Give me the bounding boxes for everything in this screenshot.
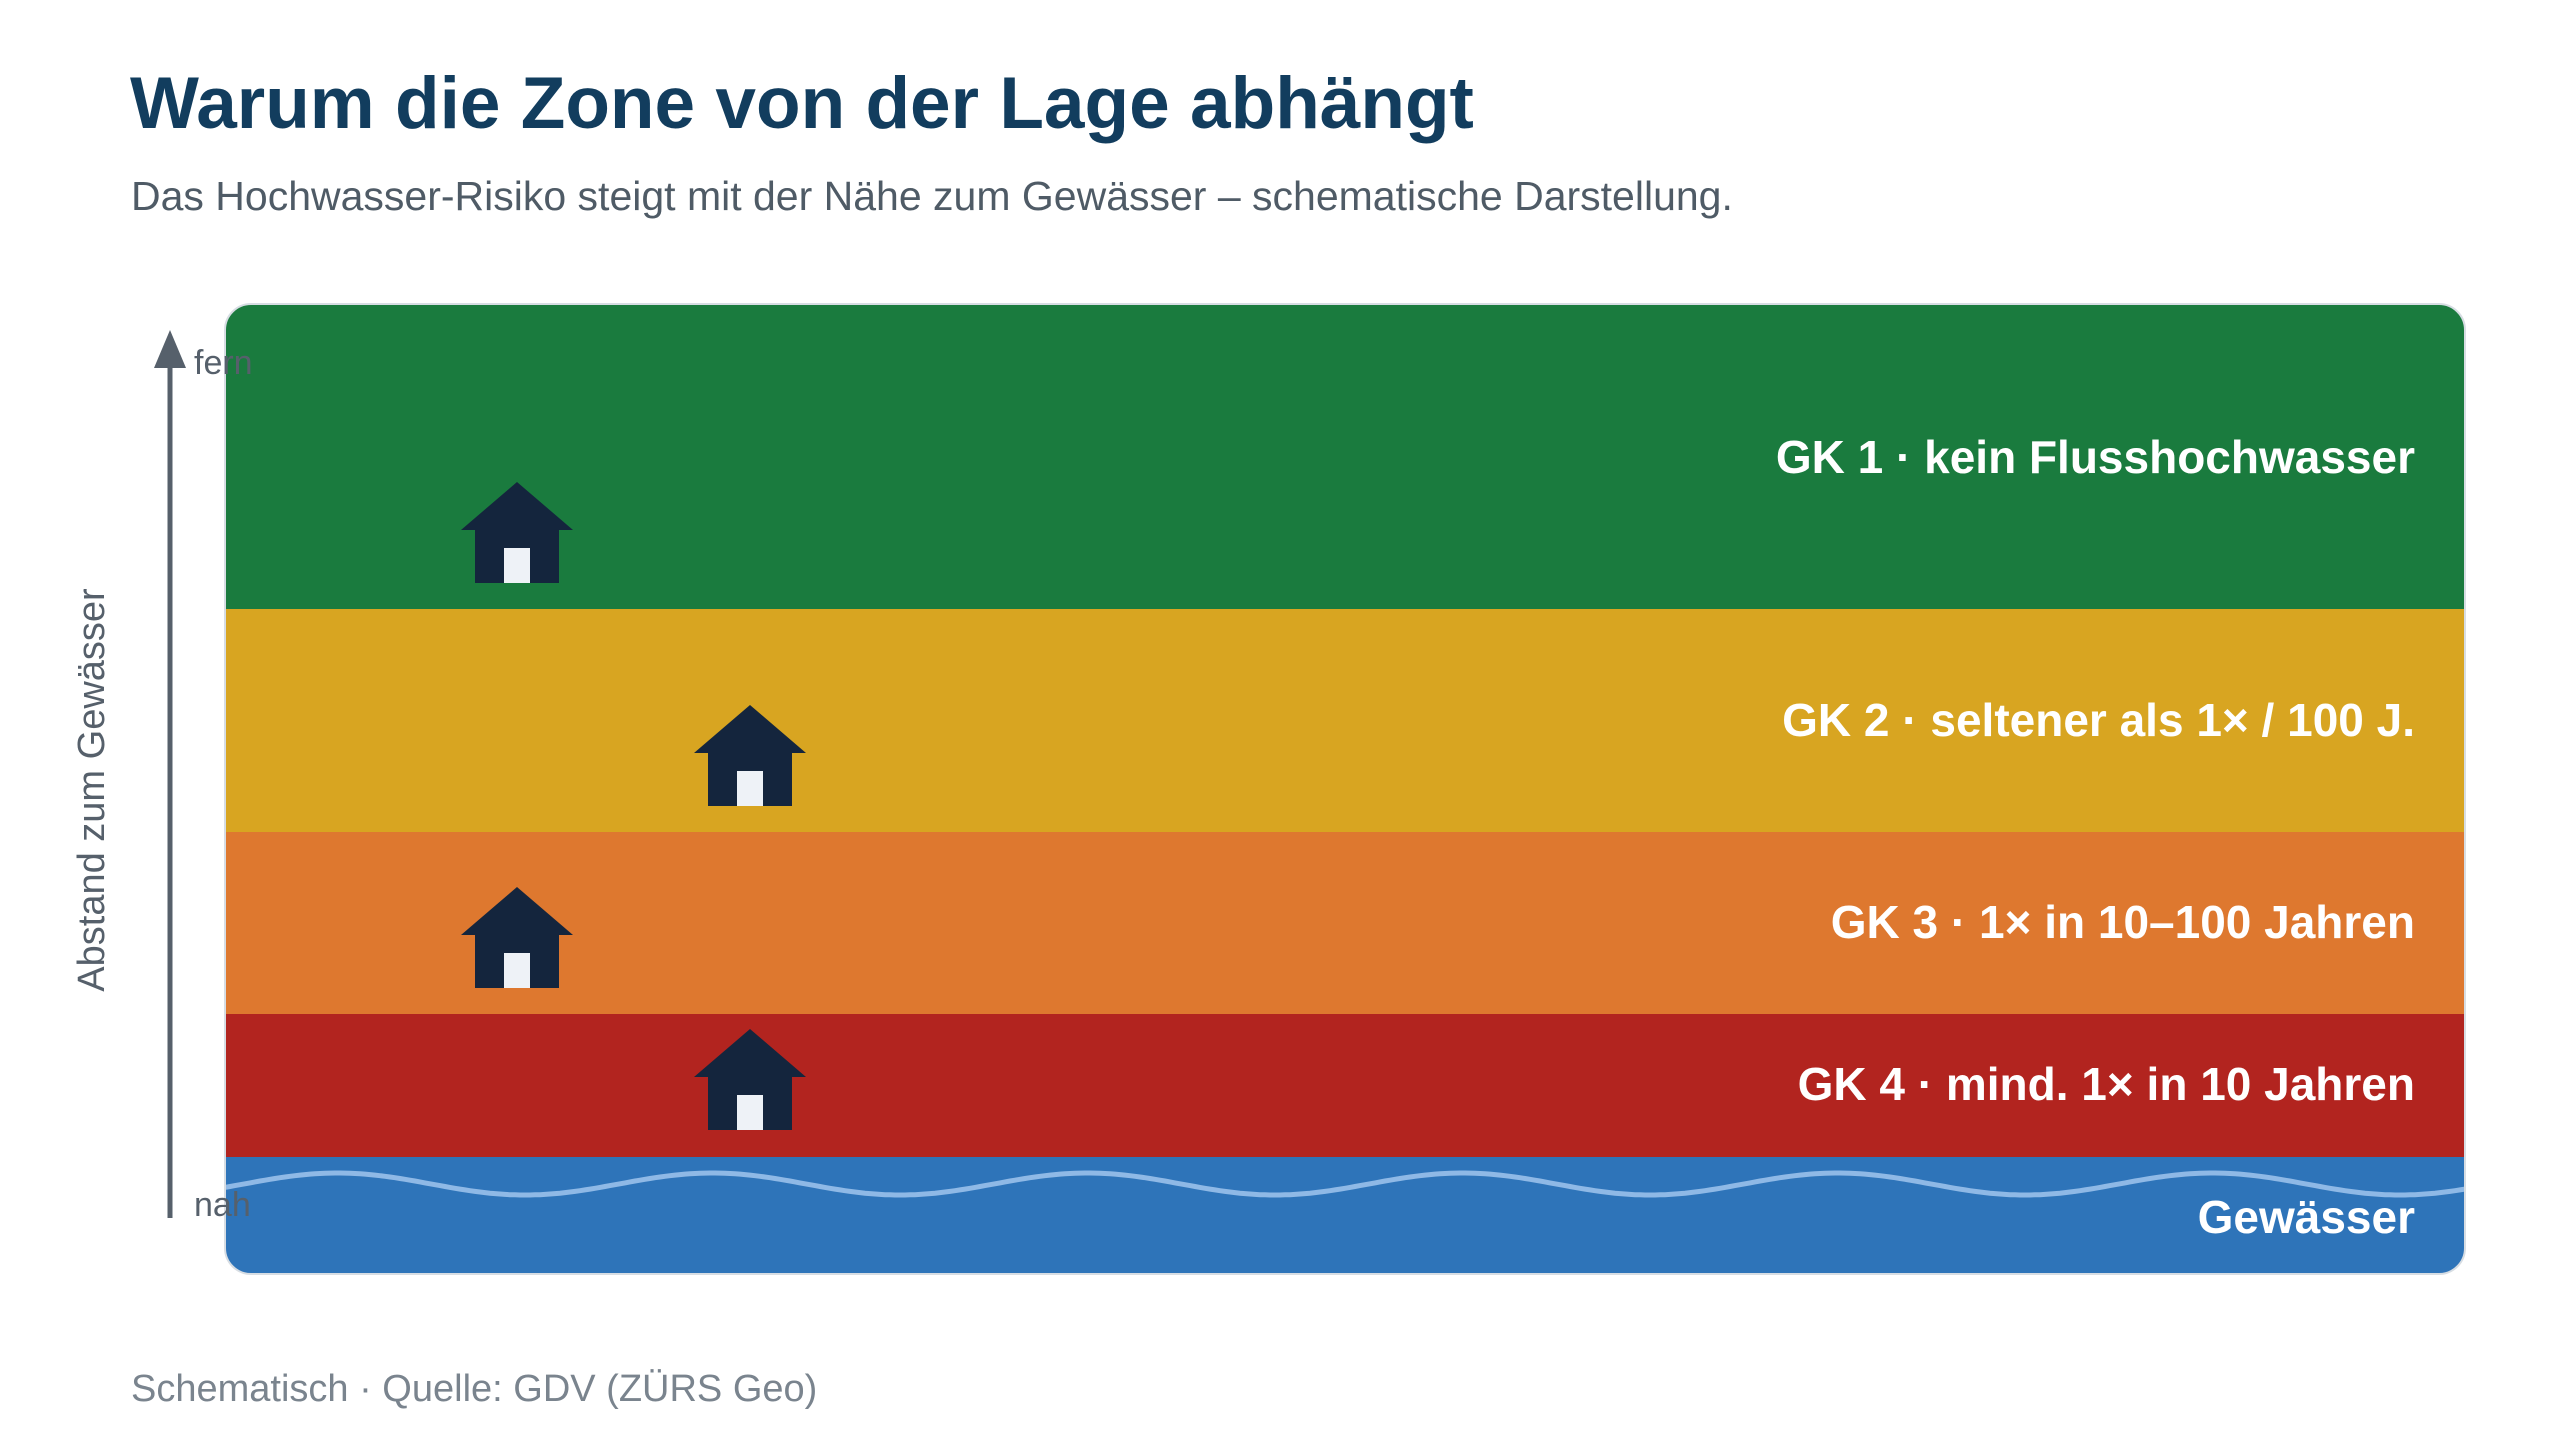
water-label: Gewässer xyxy=(2198,1191,2415,1243)
water-band xyxy=(225,1157,2465,1274)
panel-border xyxy=(224,303,2466,1275)
zone-label-gk1: GK 1 · kein Flusshochwasser xyxy=(1776,431,2415,483)
axis-title: Abstand zum Gewässer xyxy=(71,588,113,992)
axis-bottom-label: nah xyxy=(194,1186,251,1224)
zone-band-gk1 xyxy=(225,304,2465,609)
zone-bands xyxy=(225,304,2465,1274)
zone-label-gk3: GK 3 · 1× in 10–100 Jahren xyxy=(1831,896,2415,948)
zone-label-gk2: GK 2 · seltener als 1× / 100 J. xyxy=(1782,694,2415,746)
water-wave xyxy=(225,1170,2465,1198)
zone-band-gk3 xyxy=(225,832,2465,1014)
house-icon xyxy=(694,1029,806,1130)
axis-top-label: fern xyxy=(194,344,253,382)
zone-band-gk2 xyxy=(225,609,2465,832)
house-icon xyxy=(694,705,806,806)
house-icon xyxy=(461,887,573,988)
house-icon xyxy=(461,482,573,583)
page-subtitle: Das Hochwasser-Risiko steigt mit der Näh… xyxy=(131,173,1733,219)
source-note: Schematisch · Quelle: GDV (ZÜRS Geo) xyxy=(131,1368,818,1410)
page-title: Warum die Zone von der Lage abhängt xyxy=(130,63,1474,144)
zone-band-gk4 xyxy=(225,1014,2465,1157)
zone-label-gk4: GK 4 · mind. 1× in 10 Jahren xyxy=(1798,1058,2415,1110)
distance-axis-arrow-icon xyxy=(154,330,186,368)
